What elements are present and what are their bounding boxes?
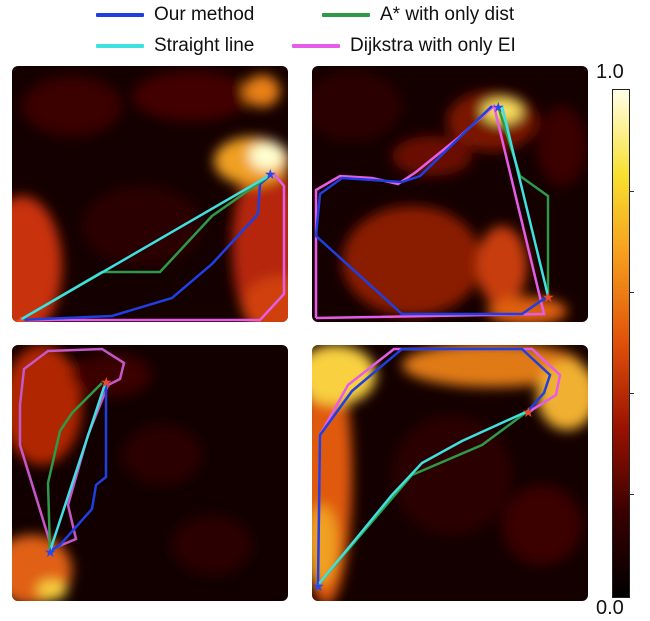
heatmap-regions	[12, 345, 252, 601]
legend-item-straight-line: Straight line	[96, 35, 254, 57]
path-dijkstra	[20, 173, 286, 322]
start-star-icon: ★	[542, 289, 555, 305]
colorbar-tick	[629, 191, 634, 192]
goal-star-icon: ★	[312, 578, 325, 594]
start-star-icon: ★	[522, 404, 535, 420]
heatmap-regions	[12, 71, 288, 322]
path-straight-line	[19, 172, 273, 322]
colorbar-tick	[629, 292, 634, 293]
path-astar	[496, 105, 550, 296]
legend-label-astar: A* with only dist	[380, 4, 515, 25]
path-our-method	[314, 105, 549, 316]
legend-swatch-dijkstra	[292, 44, 340, 48]
path-straight-line	[48, 380, 108, 552]
start-star-icon: ★	[14, 313, 27, 322]
map-panel-top-right: ★ ★	[312, 66, 588, 322]
legend-item-our-method: Our method	[96, 4, 254, 26]
legend-label-straight-line: Straight line	[154, 35, 255, 56]
map-panel-bottom-right-svg: ★ ★	[312, 345, 588, 601]
legend-swatch-straight-line	[96, 44, 144, 48]
legend-label-our-method: Our method	[154, 4, 255, 25]
map-panel-top-left-svg: ★ ★	[12, 66, 288, 322]
goal-star-icon: ★	[44, 544, 57, 560]
path-our-method	[316, 347, 552, 586]
heatmap-regions	[312, 345, 588, 601]
start-star-icon: ★	[100, 374, 113, 390]
map-panel-bottom-left-svg: ★ ★	[12, 345, 288, 601]
colorbar-tick	[629, 494, 634, 495]
legend-item-dijkstra: Dijkstra with only EI	[292, 35, 516, 57]
path-straight-line	[500, 105, 550, 297]
colorbar-max-label: 1.0	[596, 61, 624, 83]
legend-label-dijkstra: Dijkstra with only EI	[350, 35, 516, 56]
map-panel-bottom-left: ★ ★	[12, 345, 288, 601]
colorbar-tick	[629, 393, 634, 394]
path-our-method	[49, 381, 108, 553]
legend: Our method A* with only dist Straight li…	[0, 0, 650, 62]
path-astar	[46, 382, 103, 552]
goal-star-icon: ★	[264, 166, 277, 182]
path-straight-line	[317, 409, 529, 586]
path-our-method	[19, 173, 273, 322]
map-panel-top-left: ★ ★	[12, 66, 288, 322]
map-panel-bottom-right: ★ ★	[312, 345, 588, 601]
path-astar	[317, 409, 529, 586]
legend-swatch-astar	[322, 13, 370, 17]
legend-swatch-our-method	[96, 13, 144, 17]
goal-star-icon: ★	[492, 99, 505, 115]
colorbar	[612, 89, 630, 598]
heatmap-regions	[312, 71, 587, 322]
colorbar-min-label: 0.0	[596, 597, 624, 619]
legend-item-astar: A* with only dist	[322, 4, 514, 26]
map-panel-top-right-svg: ★ ★	[312, 66, 588, 322]
path-dijkstra	[314, 103, 546, 320]
